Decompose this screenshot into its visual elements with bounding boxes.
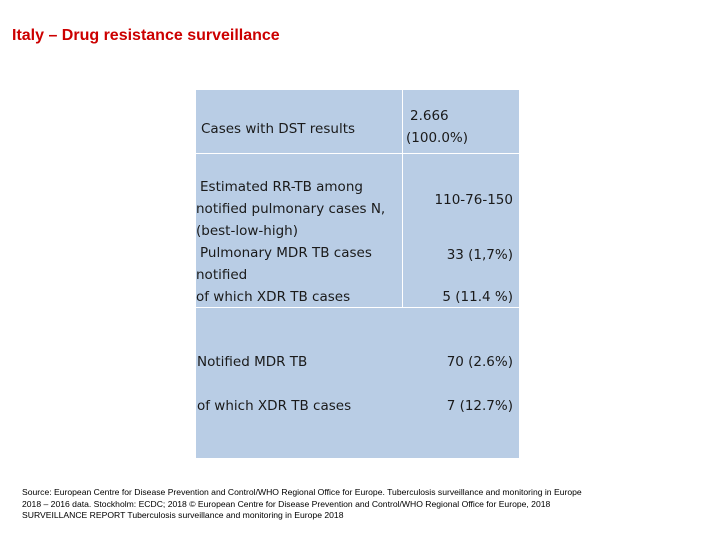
column-divider	[402, 153, 403, 307]
table-row-notified-xdr-value: 7 (12.7%)	[446, 398, 513, 414]
source-citation: Source: European Centre for Disease Prev…	[22, 487, 702, 522]
cell-text: Cases with DST results	[201, 121, 356, 137]
cell-text: (100.0%)	[406, 130, 469, 146]
table-row-notified-xdr-label: of which XDR TB cases	[197, 398, 352, 414]
cell-text: notified	[196, 267, 248, 283]
drug-resistance-table: Cases with DST results 2.666 (100.0%) Es…	[196, 90, 519, 458]
row-divider	[196, 307, 519, 308]
cell-text: of which XDR TB cases	[196, 289, 351, 305]
table-row-dst-label: Cases with DST results	[201, 118, 355, 140]
row-divider	[196, 153, 519, 154]
cell-text: Estimated RR-TB among	[200, 179, 363, 195]
cell-text: Pulmonary MDR TB cases	[200, 245, 372, 261]
cell-text: notified pulmonary cases N,	[196, 201, 386, 217]
table-row-rr-tb-label: Estimated RR-TB among notified pulmonary…	[196, 176, 385, 308]
table-row-dst-value: 2.666 (100.0%)	[406, 105, 468, 149]
table-row-xdr-cases-value: 5 (11.4 %)	[442, 289, 513, 305]
table-row-notified-mdr-value: 70 (2.6%)	[446, 354, 513, 370]
source-line: 2018 – 2016 data. Stockholm: ECDC; 2018 …	[22, 498, 551, 509]
table-row-mdr-cases-value: 33 (1,7%)	[446, 247, 513, 263]
column-divider	[402, 90, 403, 153]
cell-text: 2.666	[410, 108, 449, 124]
cell-text: (best-low-high)	[196, 223, 298, 239]
table-row-rr-tb-value: 110-76-150	[434, 192, 513, 208]
source-line: Source: European Centre for Disease Prev…	[22, 487, 582, 497]
page-title: Italy – Drug resistance surveillance	[12, 27, 280, 44]
table-row-notified-mdr-label: Notified MDR TB	[197, 354, 308, 370]
source-line: SURVEILLANCE REPORT Tuberculosis surveil…	[22, 510, 344, 520]
